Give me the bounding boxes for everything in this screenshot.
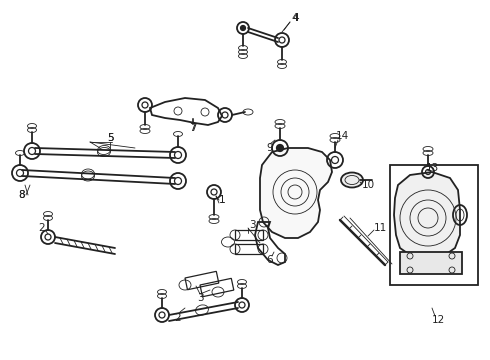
Text: 9: 9	[267, 143, 273, 153]
Text: 8: 8	[19, 190, 25, 200]
Polygon shape	[260, 148, 332, 238]
Polygon shape	[394, 172, 460, 258]
Text: 3: 3	[249, 220, 255, 230]
Bar	[200, 278, 234, 297]
Text: 2: 2	[175, 313, 181, 323]
Ellipse shape	[341, 172, 363, 188]
Text: 12: 12	[431, 315, 444, 325]
Text: 7: 7	[189, 123, 196, 133]
Text: 4: 4	[293, 13, 299, 23]
Bar	[185, 271, 219, 290]
Text: 2: 2	[39, 223, 45, 233]
Bar	[235, 244, 263, 254]
Text: 4: 4	[292, 13, 298, 23]
Text: 8: 8	[19, 190, 25, 200]
Bar	[235, 230, 263, 240]
Text: 3: 3	[196, 293, 203, 303]
Text: 14: 14	[335, 131, 348, 141]
Text: 13: 13	[425, 163, 439, 173]
Text: 1: 1	[219, 195, 225, 205]
Text: 5: 5	[107, 133, 113, 143]
Text: 5: 5	[107, 133, 113, 143]
Text: 10: 10	[362, 180, 374, 190]
Text: 7: 7	[190, 123, 196, 133]
Circle shape	[241, 26, 245, 31]
Circle shape	[276, 144, 284, 152]
Text: 1: 1	[219, 195, 225, 205]
Text: 6: 6	[267, 255, 273, 265]
Text: 11: 11	[373, 223, 387, 233]
Bar	[400, 252, 462, 274]
Bar	[390, 165, 478, 285]
